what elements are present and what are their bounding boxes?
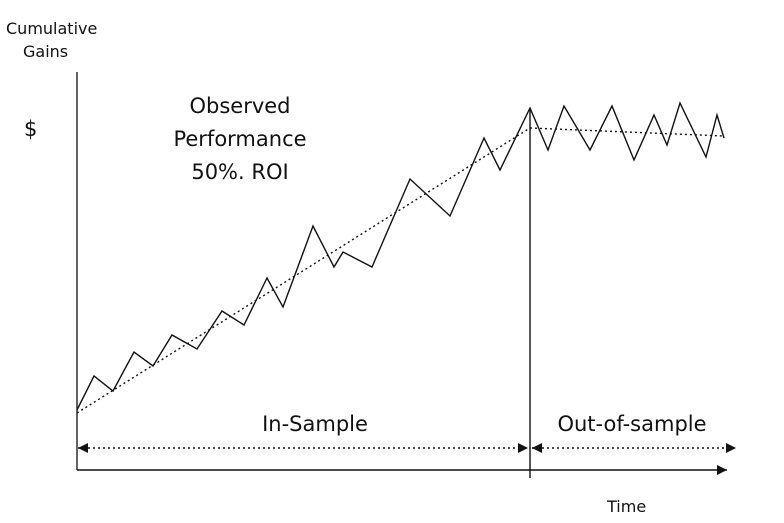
out-of-sample-label: Out-of-sample — [557, 412, 706, 436]
annotation-line2: Performance — [173, 127, 306, 151]
in-sample-trend-line — [76, 127, 531, 414]
y-axis-label-line1: Cumulative — [6, 19, 97, 38]
y-axis-unit: $ — [24, 117, 37, 141]
in-sample-label: In-Sample — [262, 412, 368, 436]
cumulative-gains-curve — [76, 101, 725, 411]
y-axis-label-line2: Gains — [23, 42, 68, 61]
annotation-line1: Observed — [189, 94, 290, 118]
out-of-sample-trend-line — [529, 127, 725, 137]
annotation-line3: 50%. ROI — [191, 160, 288, 184]
x-axis-label: Time — [606, 497, 646, 516]
